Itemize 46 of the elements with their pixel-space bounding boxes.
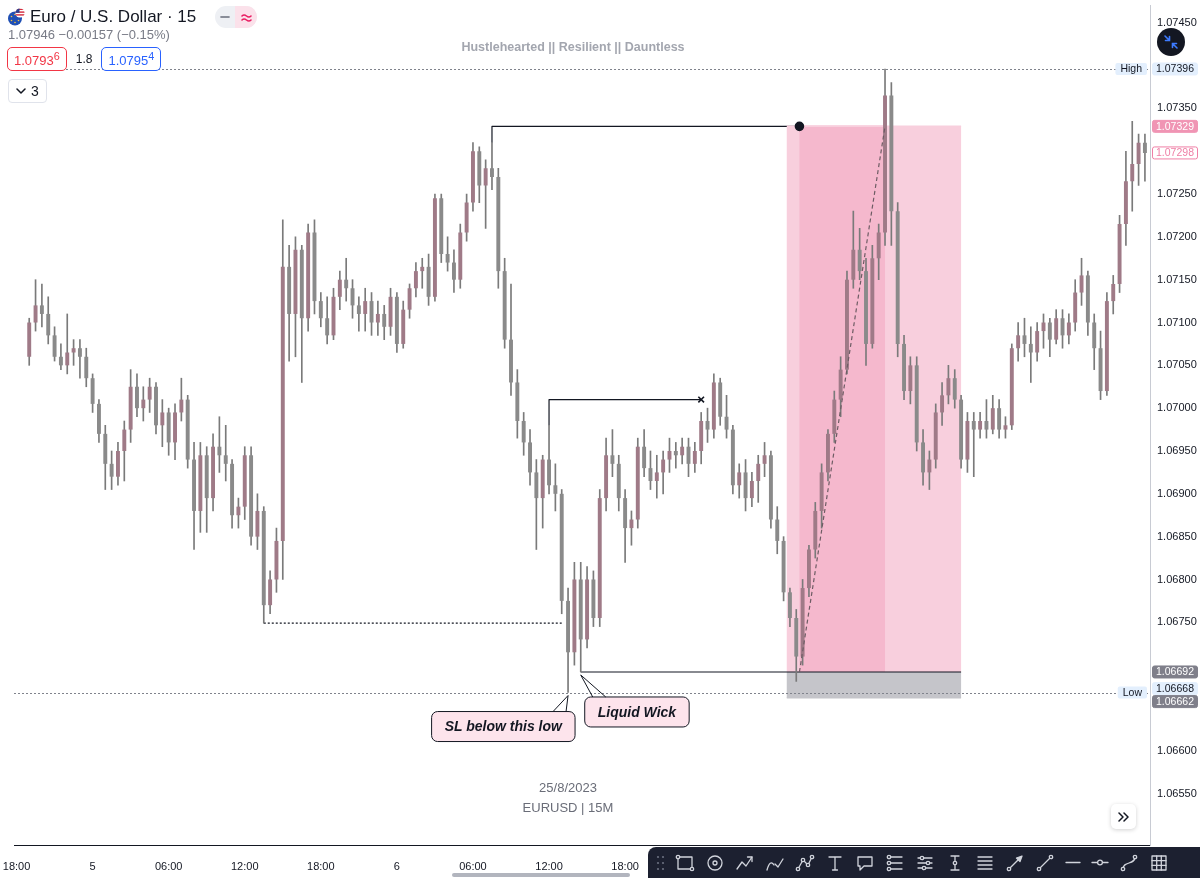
y-tick-label: 1.06950 (1157, 444, 1197, 457)
ref-line-label: Low (1122, 685, 1143, 698)
y-tick-label: 1.06750 (1157, 615, 1197, 628)
annotation: EURUSD | 15M (521, 800, 615, 815)
x-tick-label: 18:00 (307, 859, 335, 872)
y-tick-label: 1.06850 (1157, 529, 1197, 542)
y-tick-label: 1.07250 (1157, 187, 1197, 200)
annotation: 25/8/2023 (538, 780, 598, 795)
y-tick-label: 1.07350 (1157, 101, 1197, 114)
annotation: 1.0793$^{6}$ (14, 50, 60, 69)
y-tick-label: 1.06692 (1156, 665, 1195, 678)
x-tick-label: 06:00 (154, 859, 183, 872)
ref-line-label: High (1120, 62, 1143, 75)
y-tick-label: 1.07298 (1156, 146, 1195, 159)
x-tick-label: 12:00 (230, 859, 259, 872)
annotation: Liquid Wick (597, 703, 678, 720)
y-tick-label: 1.06900 (1157, 486, 1197, 499)
annotation: 3 (31, 83, 39, 99)
annotation: 1.0795$^{4}$ (108, 50, 155, 69)
dropdown-box: 3 (8, 79, 47, 103)
y-tick-label: 1.07050 (1157, 358, 1197, 371)
price-box: 1.0793$^{6}$ (7, 47, 67, 72)
y-tick-label: 1.06600 (1157, 743, 1197, 756)
y-tick-label: 1.06800 (1157, 572, 1197, 585)
text: 1.07946 −0.00157 (−0.15%) (8, 27, 170, 42)
price-box: 1.0795$^{4}$ (101, 47, 162, 72)
y-tick-label: 1.06662 (1156, 695, 1195, 707)
y-tick-label: 1.07000 (1157, 401, 1197, 414)
y-tick-label: 1.07200 (1157, 229, 1197, 242)
chart-title: Euro / U.S. Dollar · 15 (30, 7, 197, 27)
x-tick-label: 5 (89, 859, 96, 872)
x-tick-label: 12:00 (535, 859, 563, 872)
x-tick-label: 06:00 (459, 859, 487, 872)
x-tick-label: 18:00 (2, 859, 31, 872)
y-tick-label: 1.07450 (1157, 15, 1197, 28)
annotation: Hustlehearted || Resilient || Dauntless (461, 40, 685, 54)
annotation: SL below this low (444, 718, 564, 735)
y-tick-label: 1.07396 (1156, 62, 1195, 75)
y-tick-label: 1.07329 (1156, 119, 1195, 132)
y-tick-label: 1.06550 (1157, 786, 1197, 799)
x-tick-label: 18:00 (611, 859, 639, 872)
x-tick-label: 6 (393, 859, 400, 872)
y-tick-label: 1.07100 (1157, 315, 1197, 328)
y-tick-label: 1.07150 (1157, 272, 1197, 285)
annotation: 1.8 (75, 52, 93, 67)
y-tick-label: 1.06668 (1156, 682, 1195, 694)
